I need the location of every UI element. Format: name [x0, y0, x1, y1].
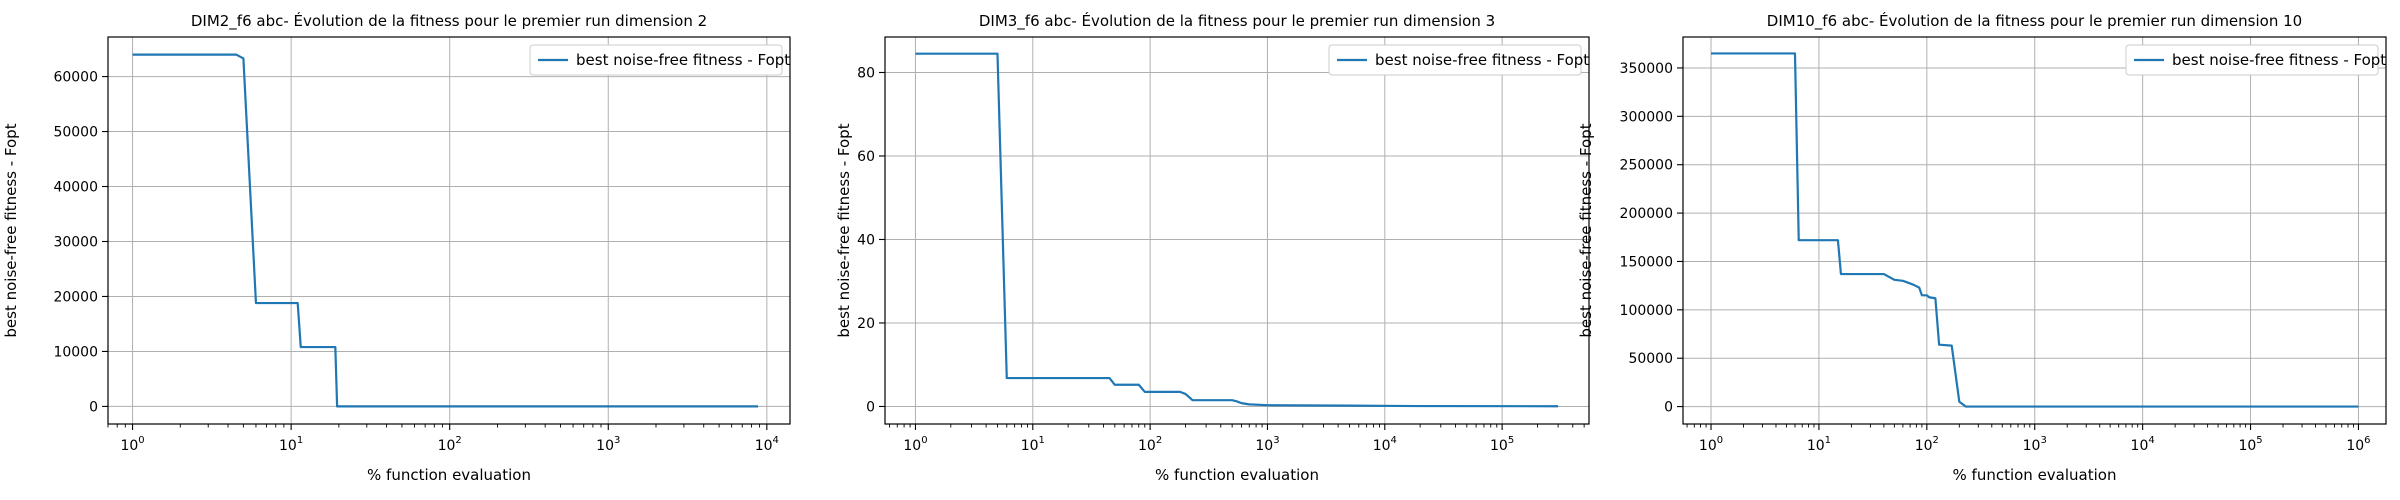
legend-box — [529, 44, 783, 76]
x-tick-label: 101 — [1807, 435, 1831, 454]
chart-panel-2: 100 101 102 103 104 105 0 20 40 60 80 DIM3_f6 abc- … — [835, 11, 1590, 484]
chart-panel-1: 100 101 102 103 104 0 10000 20000 30000 40000 5000… — [2, 11, 791, 484]
legend-label: best noise-free fitness - Fopt — [576, 51, 790, 69]
y-tick-label: 150000 — [1620, 254, 1673, 270]
x-tick-label: 105 — [2238, 435, 2262, 454]
x-tick-label: 103 — [2023, 435, 2047, 454]
y-tick-label: 200000 — [1620, 206, 1673, 222]
series-line — [132, 53, 759, 408]
x-tick-label: 100 — [1699, 435, 1723, 454]
x-tick-label: 101 — [279, 435, 303, 454]
x-tick-label: 100 — [903, 435, 927, 454]
x-tick-label: 103 — [1255, 435, 1279, 454]
y-tick-label: 50000 — [1628, 351, 1673, 367]
y-tick-label: 100000 — [1620, 303, 1673, 319]
x-axis-label: % function evaluation — [1953, 466, 2117, 484]
y-tick-label: 40000 — [53, 180, 98, 196]
y-tick-label: 20000 — [53, 289, 98, 305]
y-tick-label: 0 — [89, 399, 98, 415]
legend: best noise-free fitness - Fopt — [529, 44, 790, 76]
series-line — [1711, 52, 2359, 408]
y-tick-label: 0 — [866, 399, 875, 415]
x-tick-label: 101 — [1021, 435, 1045, 454]
y-axis-label: best noise-free fitness - Fopt — [2, 123, 20, 337]
legend: best noise-free fitness - Fopt — [1328, 44, 1589, 76]
chart-title: DIM3_f6 abc- Évolution de la fitness pou… — [979, 11, 1495, 31]
x-axis-label: % function evaluation — [1155, 466, 1319, 484]
y-tick-label: 0 — [1664, 400, 1673, 416]
x-tick-label: 103 — [596, 435, 620, 454]
y-tick-label: 300000 — [1620, 109, 1673, 125]
x-tick-label: 102 — [1915, 435, 1939, 454]
series-line — [915, 52, 1559, 408]
y-tick-label: 20 — [857, 316, 875, 332]
x-tick-label: 105 — [1490, 435, 1514, 454]
chart-title: DIM2_f6 abc- Évolution de la fitness pou… — [191, 11, 707, 31]
x-tick-label: 104 — [755, 435, 779, 454]
legend-label: best noise-free fitness - Fopt — [2172, 51, 2386, 69]
y-tick-label: 40 — [857, 232, 875, 248]
legend-box — [1328, 44, 1582, 76]
y-tick-label: 80 — [857, 65, 875, 81]
plot-frame — [1682, 36, 2387, 425]
y-tick-label: 250000 — [1620, 158, 1673, 174]
x-tick-label: 102 — [1138, 435, 1162, 454]
x-tick-label: 100 — [120, 435, 144, 454]
y-tick-label: 350000 — [1620, 61, 1673, 77]
plot-frame — [884, 36, 1590, 425]
x-tick-label: 106 — [2346, 435, 2370, 454]
legend-label: best noise-free fitness - Fopt — [1375, 51, 1589, 69]
y-tick-label: 50000 — [53, 125, 98, 141]
x-axis-label: % function evaluation — [367, 466, 531, 484]
plot-frame — [107, 36, 791, 425]
chart-panel-3: 100 101 102 103 104 105 106 0 50000 100000 150000 2… — [1577, 11, 2387, 484]
y-axis-label: best noise-free fitness - Fopt — [835, 123, 853, 337]
legend: best noise-free fitness - Fopt — [2125, 44, 2386, 76]
chart-title: DIM10_f6 abc- Évolution de la fitness po… — [1767, 11, 2302, 31]
y-tick-label: 30000 — [53, 234, 98, 250]
y-tick-label: 60000 — [53, 70, 98, 86]
y-axis-label: best noise-free fitness - Fopt — [1577, 123, 1595, 337]
legend-box — [2125, 44, 2379, 76]
x-tick-label: 102 — [438, 435, 462, 454]
y-tick-label: 10000 — [53, 344, 98, 360]
x-tick-label: 104 — [2131, 435, 2155, 454]
x-tick-label: 104 — [1373, 435, 1397, 454]
y-tick-label: 60 — [857, 149, 875, 165]
